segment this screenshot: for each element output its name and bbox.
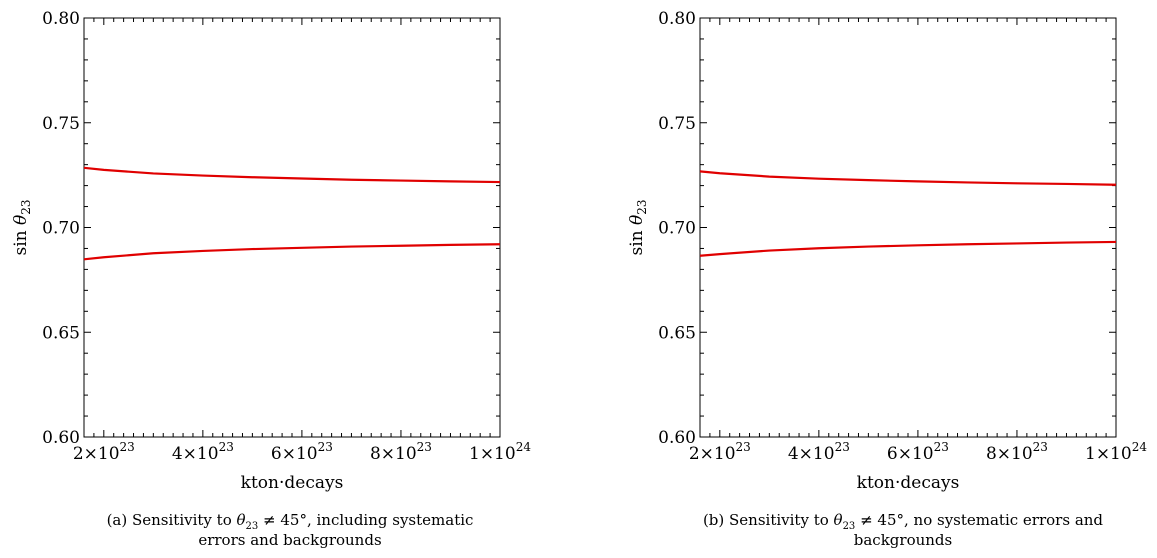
- x-axis-label: kton·decays: [857, 473, 960, 493]
- upper-bound-line: [83, 166, 501, 184]
- chart-panel-b: 0.60 0.65 0.70 0.75 0.80 2×1023 4×1023 6×1023 8×…: [627, 9, 1147, 549]
- figure-caption-line1: (b) Sensitivity to θ23 ≠ 45°, no systema…: [703, 511, 1103, 532]
- y-tick-label: 0.75: [658, 114, 696, 134]
- y-tick-label: 0.80: [658, 9, 696, 29]
- x-tick-label: 1×1024: [1085, 440, 1147, 464]
- x-tick-label: 8×1023: [370, 440, 432, 464]
- figure-caption-line1: (a) Sensitivity to θ23 ≠ 45°, including …: [107, 511, 474, 532]
- x-tick-label: 8×1023: [986, 440, 1048, 464]
- x-tick-label: 6×1023: [271, 440, 333, 464]
- y-tick-label: 0.80: [42, 9, 80, 29]
- x-tick-label: 4×1023: [788, 440, 850, 464]
- figure-caption-line2: backgrounds: [854, 531, 952, 549]
- x-tick-label: 6×1023: [887, 440, 949, 464]
- y-tick-label: 0.60: [42, 428, 80, 448]
- plot-frame: [83, 17, 501, 438]
- lower-bound-line: [699, 240, 1117, 257]
- y-tick-label: 0.65: [658, 323, 696, 343]
- plot-frame: [699, 17, 1117, 438]
- upper-bound-line: [699, 170, 1117, 186]
- y-axis-label: sin θ23: [627, 199, 649, 255]
- y-tick-label: 0.75: [42, 114, 80, 134]
- chart-panel-a: 0.60 0.65 0.70 0.75 0.80 2×1023 4×1023 6×1023 8×…: [11, 9, 531, 549]
- lower-bound-line: [83, 243, 501, 261]
- y-axis-label: sin θ23: [11, 199, 33, 255]
- y-tick-label: 0.70: [42, 219, 80, 239]
- x-tick-label: 4×1023: [172, 440, 234, 464]
- x-tick-label: 1×1024: [469, 440, 531, 464]
- x-tick-label: 2×1023: [689, 440, 751, 464]
- x-tick-label: 2×1023: [73, 440, 135, 464]
- y-tick-label: 0.70: [658, 219, 696, 239]
- x-axis-label: kton·decays: [241, 473, 344, 493]
- figure-caption-line2: errors and backgrounds: [198, 531, 381, 549]
- y-tick-label: 0.60: [658, 428, 696, 448]
- y-tick-label: 0.65: [42, 323, 80, 343]
